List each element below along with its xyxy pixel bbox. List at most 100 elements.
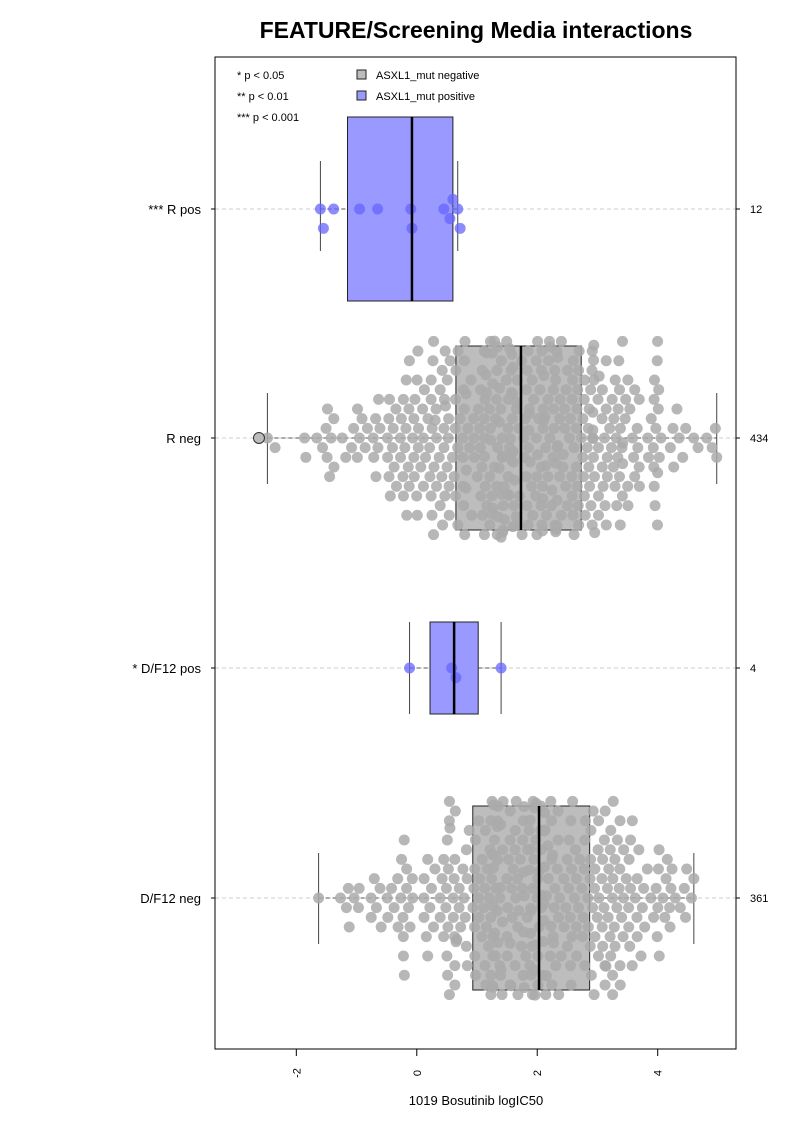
data-point xyxy=(530,432,542,444)
data-point xyxy=(555,950,567,962)
data-point xyxy=(501,950,513,962)
data-point xyxy=(608,921,620,933)
data-point xyxy=(585,500,597,512)
data-point xyxy=(564,911,576,923)
data-point xyxy=(397,393,409,405)
data-point xyxy=(498,513,510,525)
data-point xyxy=(365,892,377,904)
data-point xyxy=(321,403,333,415)
data-point xyxy=(620,873,632,885)
data-point xyxy=(592,844,604,856)
data-point xyxy=(334,892,346,904)
data-point xyxy=(550,374,562,386)
data-point xyxy=(568,529,580,541)
data-point xyxy=(592,509,604,521)
data-point xyxy=(542,873,554,885)
data-point xyxy=(542,355,554,367)
data-point xyxy=(495,403,507,415)
data-point xyxy=(592,490,604,502)
data-point xyxy=(652,403,664,415)
data-point xyxy=(530,355,542,367)
data-point xyxy=(617,437,629,449)
data-point xyxy=(623,902,635,914)
data-point xyxy=(461,960,473,972)
data-point xyxy=(476,853,488,865)
data-point xyxy=(475,490,487,502)
data-point xyxy=(711,451,723,463)
data-point xyxy=(681,863,693,875)
data-point xyxy=(392,873,404,885)
data-point xyxy=(441,834,453,846)
data-point xyxy=(374,882,386,894)
data-point xyxy=(617,931,629,943)
data-point xyxy=(472,403,484,415)
data-point xyxy=(368,451,380,463)
data-point xyxy=(486,873,498,885)
data-point xyxy=(571,950,583,962)
data-point xyxy=(597,940,609,952)
data-point xyxy=(321,451,333,463)
data-point xyxy=(469,950,481,962)
data-point xyxy=(616,335,628,347)
data-point xyxy=(588,339,600,351)
data-point xyxy=(540,460,552,472)
data-point xyxy=(381,892,393,904)
data-point xyxy=(527,509,539,521)
data-point xyxy=(442,921,454,933)
data-point xyxy=(557,448,569,460)
data-point xyxy=(552,352,564,364)
data-point xyxy=(601,471,613,483)
data-point xyxy=(623,921,635,933)
data-point xyxy=(579,834,591,846)
data-point xyxy=(666,863,678,875)
data-point xyxy=(496,844,508,856)
data-point xyxy=(502,902,514,914)
data-point xyxy=(574,853,586,865)
significance-legend-item: *** p < 0.001 xyxy=(237,112,299,124)
data-point xyxy=(622,500,634,512)
data-point xyxy=(386,442,398,454)
data-point xyxy=(643,451,655,463)
data-point xyxy=(566,863,578,875)
data-point xyxy=(468,882,480,894)
data-point xyxy=(418,892,430,904)
data-point xyxy=(469,834,481,846)
data-point xyxy=(479,960,491,972)
data-point xyxy=(688,873,700,885)
data-point xyxy=(481,387,493,399)
data-point xyxy=(422,950,434,962)
data-point xyxy=(473,911,485,923)
data-point xyxy=(463,824,475,836)
data-point xyxy=(573,345,585,357)
data-point xyxy=(651,519,663,531)
data-point xyxy=(641,863,653,875)
data-point xyxy=(564,413,576,425)
data-point xyxy=(685,892,697,904)
data-point xyxy=(625,882,637,894)
data-point xyxy=(398,969,410,981)
data-point xyxy=(320,422,332,434)
data-point xyxy=(446,662,458,674)
data-point xyxy=(504,433,516,445)
data-point xyxy=(602,911,614,923)
data-point xyxy=(587,902,599,914)
data-point xyxy=(401,509,413,521)
data-point xyxy=(468,413,480,425)
data-point xyxy=(633,480,645,492)
data-point xyxy=(598,432,610,444)
data-point xyxy=(469,863,481,875)
data-point xyxy=(359,442,371,454)
data-point xyxy=(422,853,434,865)
data-point xyxy=(600,355,612,367)
data-point xyxy=(579,960,591,972)
data-point xyxy=(565,979,577,991)
data-point xyxy=(652,335,664,347)
data-point xyxy=(619,413,631,425)
data-point xyxy=(452,345,464,357)
data-point xyxy=(524,456,536,468)
data-point xyxy=(572,500,584,512)
data-point xyxy=(464,442,476,454)
group-count: 434 xyxy=(750,433,768,445)
data-point xyxy=(408,413,420,425)
data-point xyxy=(381,432,393,444)
